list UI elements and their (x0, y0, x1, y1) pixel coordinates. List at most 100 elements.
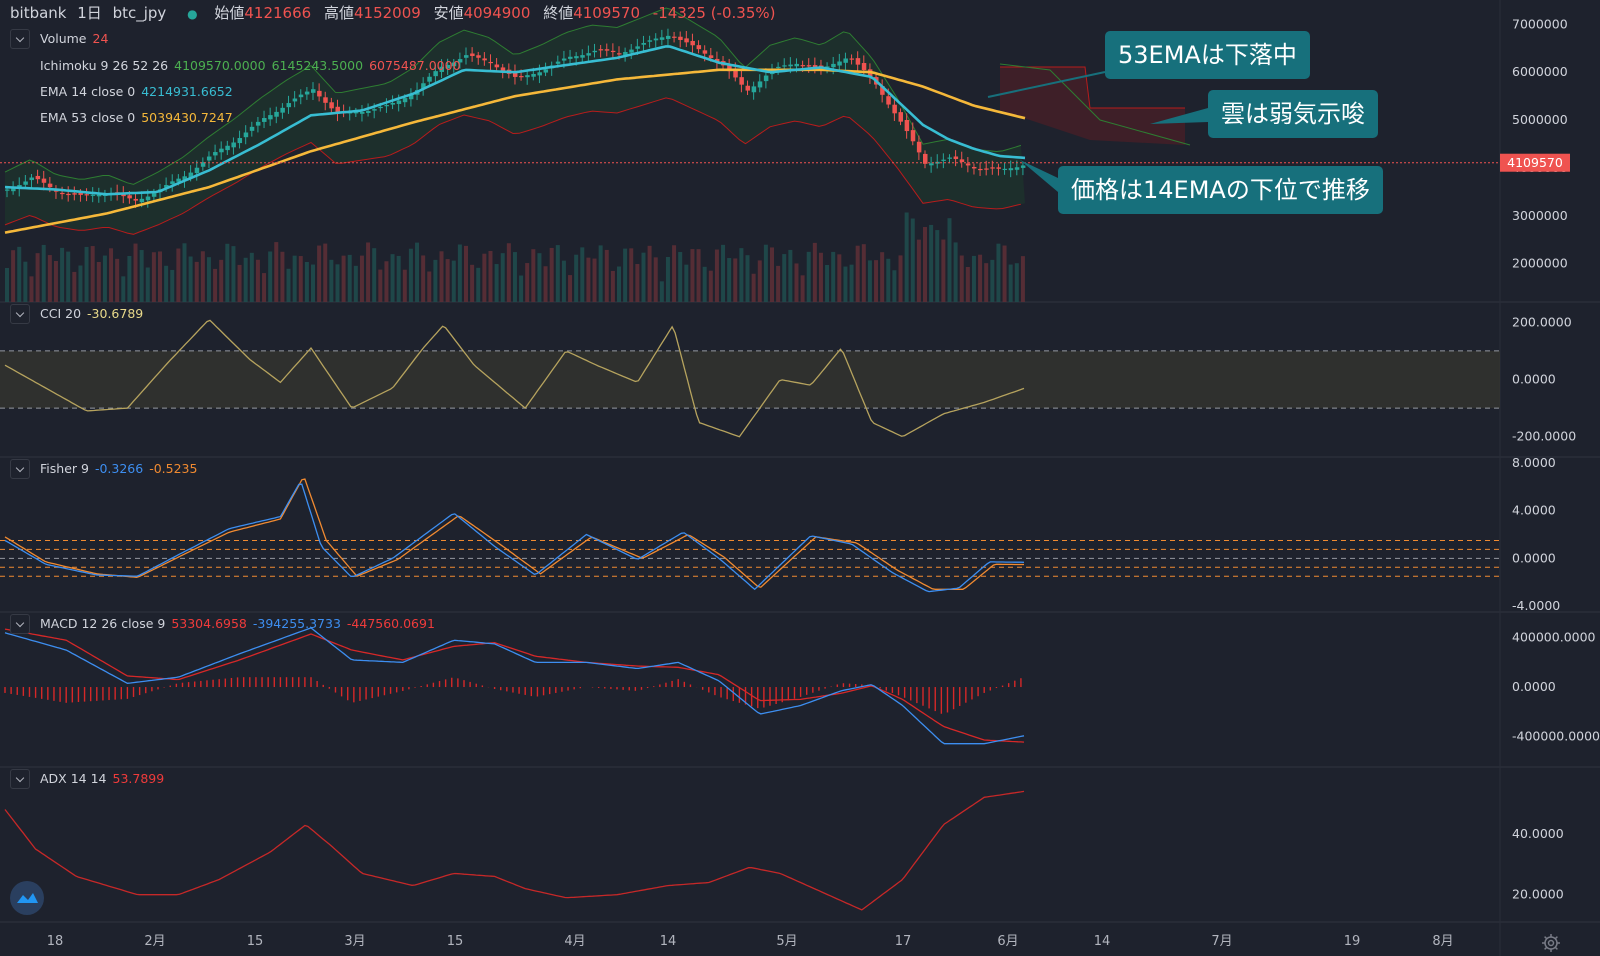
ema14-legend[interactable]: EMA 14 close 0 4214931.6652 (40, 84, 233, 99)
volume-bar (408, 248, 413, 302)
candle-body (488, 61, 493, 64)
volume-bar (580, 247, 585, 302)
market-status-icon: ● (187, 7, 198, 21)
candle-body (953, 156, 959, 160)
volume-bar (739, 248, 744, 302)
candle-body (11, 187, 16, 192)
candle-body (182, 176, 187, 181)
indicator-axis-tick-label: 200.0000 (1512, 314, 1572, 329)
candle-body (659, 37, 665, 40)
candle-body (268, 115, 273, 120)
volume-bar (182, 243, 187, 302)
volume-bar (329, 259, 334, 302)
candle-body (617, 53, 622, 55)
volume-bar (384, 261, 389, 302)
candle-body (696, 45, 702, 50)
x-axis-tick-label: 2月 (144, 934, 165, 949)
candle-body (280, 107, 285, 113)
price-axis-tick-label: 3000000 (1512, 208, 1568, 223)
volume-bar (574, 254, 579, 302)
candle-body (151, 193, 157, 197)
ema53-legend[interactable]: EMA 53 close 0 5039430.7247 (40, 110, 233, 125)
candle-body (959, 159, 965, 163)
candle-body (843, 58, 848, 63)
volume-bar (867, 260, 872, 302)
volume-legend[interactable]: Volume 24 (40, 31, 109, 46)
candle-body (812, 65, 818, 68)
candle-body (984, 168, 989, 170)
ichimoku-legend[interactable]: Ichimoku 9 26 52 26 4109570.0000 6145243.5… (40, 58, 461, 73)
volume-bar (561, 260, 566, 302)
volume-bar (451, 260, 456, 302)
volume-bar (708, 270, 713, 302)
low-label: 安値 (433, 4, 464, 22)
volume-bar (219, 259, 224, 302)
symbol-name[interactable]: btc_jpy (112, 4, 167, 22)
candle-body (402, 98, 408, 103)
candle-body (139, 198, 145, 203)
volume-bar (525, 263, 530, 302)
callout-price: 価格は14EMAの下位で推移 (1058, 166, 1383, 214)
candle-body (923, 153, 928, 164)
x-axis-tick-label: 14 (1094, 934, 1111, 949)
macd-legend[interactable]: MACD 12 26 close 9 53304.6958 -394255.3733… (40, 616, 435, 631)
volume-bar (225, 243, 230, 302)
tradingview-logo-icon[interactable] (10, 881, 44, 915)
volume-bar (494, 264, 499, 302)
volume-bar (335, 264, 340, 302)
indicator-axis-tick-label: 8.0000 (1512, 455, 1556, 470)
x-axis-tick-label: 5月 (776, 934, 797, 949)
future-span-b (1000, 66, 1185, 109)
x-axis-tick-label: 4月 (564, 934, 585, 949)
volume-bar (812, 242, 817, 302)
volume-collapse-button[interactable] (10, 29, 30, 49)
candle-body (635, 46, 640, 49)
volume-bar (286, 268, 291, 302)
candle-body (66, 193, 71, 196)
fisher-line (4, 483, 1025, 593)
volume-bar (586, 257, 591, 302)
volume-bar (237, 264, 242, 302)
callout-cloud: 雲は弱気示唆 (1208, 90, 1378, 138)
candle-body (849, 58, 855, 60)
volume-bar (311, 264, 315, 302)
volume-bar (151, 252, 156, 302)
volume-bar (47, 255, 52, 302)
adx-collapse-button[interactable] (10, 769, 30, 789)
fisher-trigger-line (4, 478, 1024, 590)
callout-ema53-pointer (987, 71, 1106, 98)
candle-body (255, 121, 261, 126)
cci-collapse-button[interactable] (10, 304, 30, 324)
settings-gear-icon[interactable] (1541, 933, 1561, 953)
interval-label[interactable]: 1日 (77, 4, 102, 22)
adx-legend[interactable]: ADX 14 14 53.7899 (40, 771, 165, 786)
ema53-line (4, 68, 1026, 234)
macd-collapse-button[interactable] (10, 614, 30, 634)
indicator-axis-tick-label: 0.0000 (1512, 679, 1556, 694)
x-axis-tick-label: 15 (447, 934, 464, 949)
volume-bar (304, 261, 309, 302)
cci-legend[interactable]: CCI 20 -30.6789 (40, 306, 144, 321)
exchange-name[interactable]: bitbank (10, 4, 67, 22)
volume-bar (947, 218, 952, 302)
volume-bar (1014, 263, 1019, 302)
cci-line (4, 319, 1025, 438)
volume-bar (610, 270, 615, 302)
volume-bar (916, 239, 921, 302)
volume-bar (757, 260, 762, 302)
candle-body (672, 36, 677, 38)
fisher-collapse-button[interactable] (10, 459, 30, 479)
candle-body (1014, 167, 1020, 170)
candle-body (133, 198, 139, 201)
candle-body (231, 142, 236, 148)
candle-body (610, 50, 616, 53)
x-axis-tick-label: 6月 (997, 934, 1018, 949)
volume-bar (188, 256, 193, 302)
volume-bar (549, 247, 554, 302)
candle-body (366, 111, 371, 113)
volume-bar (653, 257, 658, 302)
volume-bar (818, 252, 823, 302)
volume-bar (439, 251, 444, 302)
fisher-legend[interactable]: Fisher 9 -0.3266 -0.5235 (40, 461, 198, 476)
